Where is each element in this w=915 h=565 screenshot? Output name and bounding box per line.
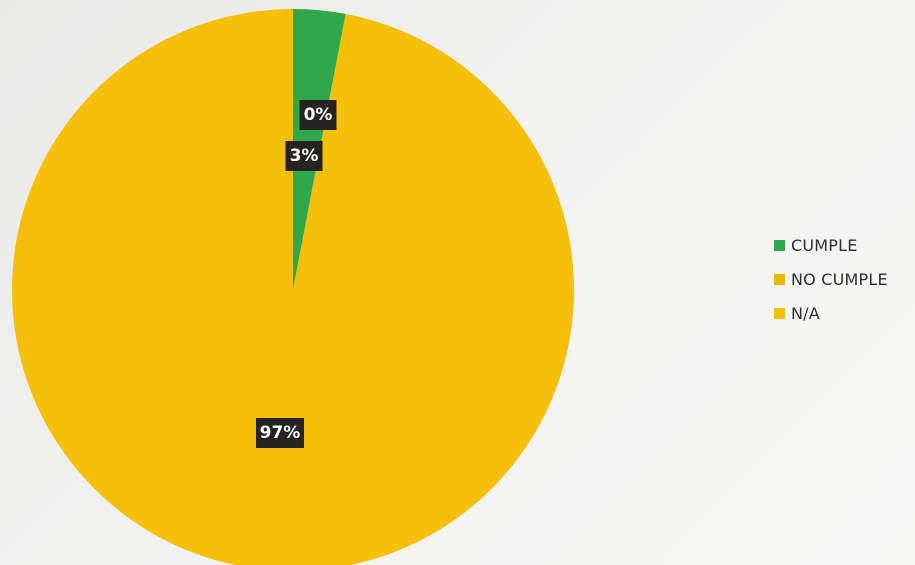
slices-layer xyxy=(12,9,574,565)
legend: CUMPLE NO CUMPLE N/A xyxy=(774,234,888,324)
legend-label-cumple: CUMPLE xyxy=(791,235,858,255)
legend-item-cumple: CUMPLE xyxy=(774,234,888,256)
data-labels-layer: 3% 0% 97% xyxy=(256,100,337,448)
data-label-box xyxy=(299,100,337,130)
pie-slice-n-a xyxy=(12,9,574,565)
legend-swatch-cumple xyxy=(774,239,785,251)
legend-swatch-na xyxy=(774,307,785,319)
legend-item-na: N/A xyxy=(774,302,888,324)
data-label-box xyxy=(285,141,323,171)
legend-label-no-cumple: NO CUMPLE xyxy=(791,269,888,289)
data-label-text: 3% xyxy=(290,146,319,166)
data-label-n-a: 97% xyxy=(256,418,304,448)
data-label-cumple: 3% xyxy=(285,141,323,171)
data-label-text: 97% xyxy=(260,423,301,443)
legend-label-na: N/A xyxy=(791,303,820,323)
data-label-box xyxy=(256,418,304,448)
data-label-text: 0% xyxy=(304,105,333,125)
data-label-no-cumple: 0% xyxy=(299,100,337,130)
legend-item-no-cumple: NO CUMPLE xyxy=(774,268,888,290)
legend-swatch-no-cumple xyxy=(774,273,785,285)
